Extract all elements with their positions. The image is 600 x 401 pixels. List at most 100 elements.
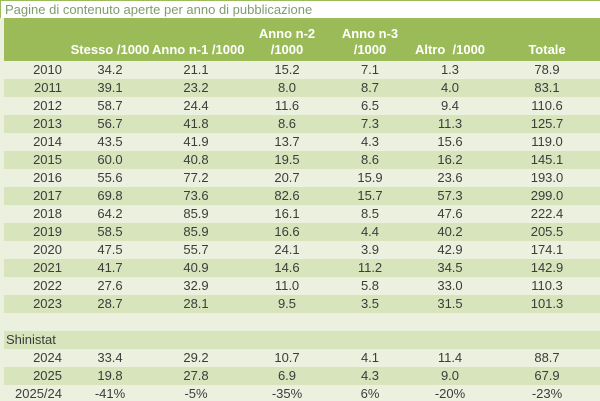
- value-cell: 41.8: [152, 115, 240, 133]
- table-row: 2013 56.7 41.8 8.6 7.3 11.3 125.7: [4, 115, 600, 133]
- table-row: 2017 69.8 73.6 82.6 15.7 57.3 299.0: [4, 187, 600, 205]
- table-row: 2016 55.6 77.2 20.7 15.9 23.6 193.0: [4, 169, 600, 187]
- column-header-year: [4, 18, 68, 61]
- value-cell: 110.3: [494, 277, 600, 295]
- value-cell: -23%: [494, 385, 600, 401]
- value-cell: 16.2: [406, 151, 494, 169]
- value-cell: 125.7: [494, 115, 600, 133]
- table-row: 2018 64.2 85.9 16.1 8.5 47.6 222.4: [4, 205, 600, 223]
- value-cell: 73.6: [152, 187, 240, 205]
- value-cell: 4.1: [334, 349, 406, 367]
- column-header-line1: Anno n-2: [258, 26, 316, 41]
- value-cell: 110.6: [494, 97, 600, 115]
- value-cell: 56.7: [68, 115, 152, 133]
- value-cell: 29.2: [152, 349, 240, 367]
- table-row: 2020 47.5 55.7 24.1 3.9 42.9 174.1: [4, 241, 600, 259]
- table-row: 2025/24 -41% -5% -35% 6% -20% -23%: [4, 385, 600, 401]
- value-cell: 15.6: [406, 133, 494, 151]
- year-cell: 2021: [4, 259, 68, 277]
- year-cell: 2023: [4, 295, 68, 313]
- value-cell: 28.1: [152, 295, 240, 313]
- value-cell: 145.1: [494, 151, 600, 169]
- value-cell: 88.7: [494, 349, 600, 367]
- value-cell: 14.6: [240, 259, 334, 277]
- value-cell: -5%: [152, 385, 240, 401]
- year-cell: 2019: [4, 223, 68, 241]
- year-cell: 2024: [4, 349, 68, 367]
- value-cell: 3.9: [334, 241, 406, 259]
- value-cell: 43.5: [68, 133, 152, 151]
- value-cell: 40.8: [152, 151, 240, 169]
- value-cell: 39.1: [68, 79, 152, 97]
- value-cell: 15.9: [334, 169, 406, 187]
- value-cell: 3.5: [334, 295, 406, 313]
- value-cell: 9.4: [406, 97, 494, 115]
- table-row: Shinistat: [4, 331, 600, 349]
- value-cell: -35%: [240, 385, 334, 401]
- column-header-line2: Totale: [528, 42, 566, 57]
- value-cell: 55.7: [152, 241, 240, 259]
- value-cell: 8.0: [240, 79, 334, 97]
- column-header-anno_n2: Anno n-2/1000: [240, 18, 334, 61]
- spacer-cell: [4, 313, 600, 331]
- value-cell: 16.6: [240, 223, 334, 241]
- year-cell: 2013: [4, 115, 68, 133]
- table-row: 2010 34.2 21.1 15.2 7.1 1.3 78.9: [4, 61, 600, 79]
- value-cell: 33.4: [68, 349, 152, 367]
- data-table: Stesso /1000 Anno n-1 /1000 Anno n-2/1000 A…: [4, 18, 600, 401]
- value-cell: 85.9: [152, 223, 240, 241]
- value-cell: 15.7: [334, 187, 406, 205]
- value-cell: 57.3: [406, 187, 494, 205]
- value-cell: 11.6: [240, 97, 334, 115]
- value-cell: 67.9: [494, 367, 600, 385]
- value-cell: 19.8: [68, 367, 152, 385]
- value-cell: 20.7: [240, 169, 334, 187]
- value-cell: 8.6: [240, 115, 334, 133]
- table-body: 2010 34.2 21.1 15.2 7.1 1.3 78.9 2011 39.1 23.2 8.…: [4, 61, 600, 401]
- value-cell: 42.9: [406, 241, 494, 259]
- value-cell: 41.7: [68, 259, 152, 277]
- year-cell: 2014: [4, 133, 68, 151]
- table-container: Stesso /1000 Anno n-1 /1000 Anno n-2/1000 A…: [0, 18, 600, 401]
- column-header-line2: /1000: [353, 42, 387, 57]
- value-cell: 83.1: [494, 79, 600, 97]
- value-cell: 1.3: [406, 61, 494, 79]
- section-label: Shinistat: [4, 331, 600, 349]
- value-cell: 8.5: [334, 205, 406, 223]
- value-cell: 69.8: [68, 187, 152, 205]
- value-cell: 82.6: [240, 187, 334, 205]
- value-cell: 9.5: [240, 295, 334, 313]
- column-header-totale: Totale: [494, 18, 600, 61]
- value-cell: 77.2: [152, 169, 240, 187]
- value-cell: 15.2: [240, 61, 334, 79]
- value-cell: 11.3: [406, 115, 494, 133]
- value-cell: 41.9: [152, 133, 240, 151]
- value-cell: 34.5: [406, 259, 494, 277]
- year-cell: 2011: [4, 79, 68, 97]
- table-row: 2014 43.5 41.9 13.7 4.3 15.6 119.0: [4, 133, 600, 151]
- year-cell: 2016: [4, 169, 68, 187]
- year-cell: 2020: [4, 241, 68, 259]
- table-row: 2015 60.0 40.8 19.5 8.6 16.2 145.1: [4, 151, 600, 169]
- value-cell: -41%: [68, 385, 152, 401]
- table-row: 2024 33.4 29.2 10.7 4.1 11.4 88.7: [4, 349, 600, 367]
- table-row: 2022 27.6 32.9 11.0 5.8 33.0 110.3: [4, 277, 600, 295]
- year-cell: 2015: [4, 151, 68, 169]
- value-cell: 47.6: [406, 205, 494, 223]
- value-cell: 11.0: [240, 277, 334, 295]
- value-cell: 5.8: [334, 277, 406, 295]
- year-cell: 2010: [4, 61, 68, 79]
- value-cell: 174.1: [494, 241, 600, 259]
- value-cell: 119.0: [494, 133, 600, 151]
- value-cell: 13.7: [240, 133, 334, 151]
- year-cell: 2025/24: [4, 385, 68, 401]
- value-cell: 4.4: [334, 223, 406, 241]
- value-cell: 60.0: [68, 151, 152, 169]
- year-cell: 2018: [4, 205, 68, 223]
- value-cell: 8.6: [334, 151, 406, 169]
- table-row: 2011 39.1 23.2 8.0 8.7 4.0 83.1: [4, 79, 600, 97]
- value-cell: 27.6: [68, 277, 152, 295]
- value-cell: 7.1: [334, 61, 406, 79]
- value-cell: 19.5: [240, 151, 334, 169]
- value-cell: 222.4: [494, 205, 600, 223]
